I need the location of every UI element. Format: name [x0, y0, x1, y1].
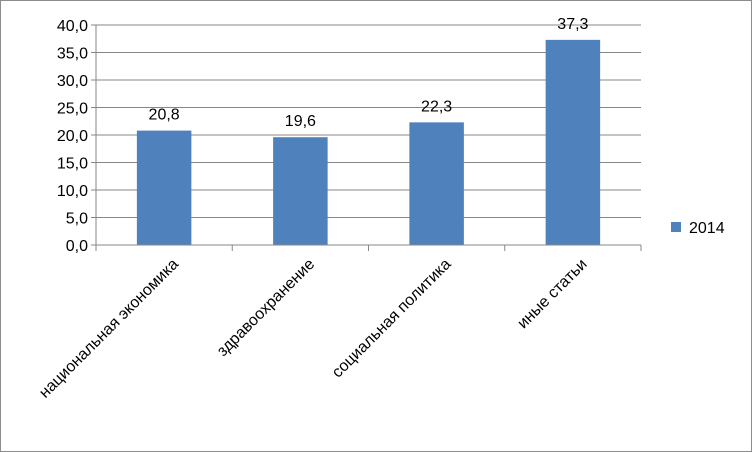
y-tick-label: 5,0	[66, 211, 88, 228]
y-tick-label: 10,0	[57, 183, 88, 200]
category-label: национальная экономика	[36, 256, 182, 402]
y-tick-label: 25,0	[57, 101, 88, 118]
y-tick-label: 15,0	[57, 156, 88, 173]
legend: 2014	[671, 220, 725, 237]
y-tick-label: 0,0	[66, 238, 88, 255]
legend-label: 2014	[689, 220, 725, 237]
data-label: 37,3	[557, 16, 588, 33]
category-labels: национальная экономика здравоохранение соц…	[36, 256, 591, 402]
bar	[136, 130, 192, 245]
bars	[136, 39, 601, 245]
category-label: здравоохранение	[214, 256, 318, 360]
bar	[409, 122, 464, 245]
y-tick-label: 35,0	[57, 46, 88, 63]
bar	[273, 137, 328, 245]
data-labels: 20,8 19,6 22,3 37,3	[149, 16, 589, 130]
legend-swatch	[671, 222, 681, 232]
data-label: 22,3	[421, 98, 452, 115]
category-label: иные статьи	[514, 256, 590, 332]
y-tick-label: 40,0	[57, 18, 88, 35]
y-tick-label: 30,0	[57, 73, 88, 90]
category-label: социальная политика	[329, 256, 455, 382]
y-tick-label: 20,0	[57, 128, 88, 145]
data-label: 20,8	[149, 107, 180, 124]
axes	[91, 24, 642, 251]
y-tick-labels: 0,0 5,0 10,0 15,0 20,0 25,0 30,0 35,0 40,0	[57, 18, 88, 255]
data-label: 19,6	[285, 113, 316, 130]
bar	[545, 39, 601, 245]
